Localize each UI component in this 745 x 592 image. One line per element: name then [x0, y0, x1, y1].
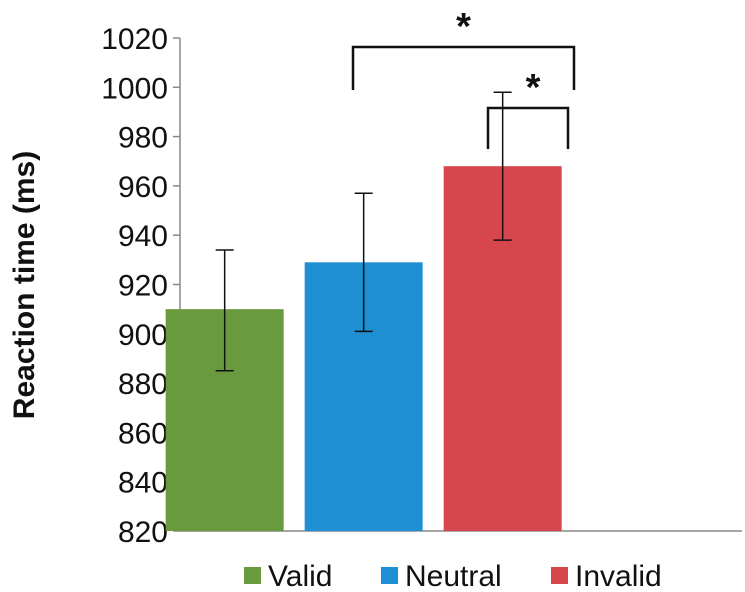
y-tick-label: 980 [118, 122, 168, 155]
legend-swatch-neutral [381, 567, 398, 584]
legend-swatch-invalid [551, 567, 568, 584]
significance-brackets: ** [351, 6, 576, 149]
y-tick-label: 940 [118, 220, 168, 253]
y-axis-label: Reaction time (ms) [8, 151, 41, 419]
error-bars [215, 91, 512, 372]
legend-swatch-valid [244, 567, 261, 584]
significance-bracket [486, 106, 570, 149]
legend-label: Valid [268, 560, 332, 592]
y-tick-label: 840 [118, 467, 168, 500]
y-tick-label: 920 [118, 270, 168, 303]
y-tick-label: 880 [118, 368, 168, 401]
significance-star: * [526, 67, 541, 109]
y-axis: 820 840 860 880 900 920 940 960 980 1000 1020 [101, 23, 742, 549]
y-tick-label: 1000 [101, 72, 168, 105]
y-tick-label: 1020 [101, 23, 168, 56]
y-tick-label: 820 [118, 516, 168, 549]
significance-bracket [351, 45, 576, 90]
legend: Valid Neutral Invalid [244, 560, 662, 592]
significance-star: * [456, 6, 471, 48]
y-tick-label: 860 [118, 417, 168, 450]
y-tick-label: 960 [118, 171, 168, 204]
legend-label: Invalid [575, 560, 662, 592]
legend-label: Neutral [405, 560, 502, 592]
bars [165, 166, 562, 531]
y-tick-label: 900 [118, 319, 168, 352]
